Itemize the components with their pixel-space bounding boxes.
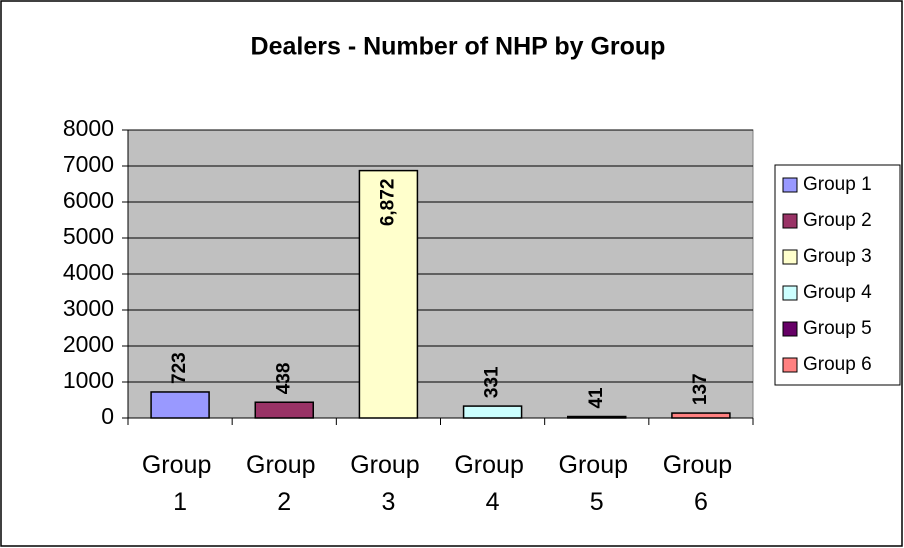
y-tick-label: 4000 xyxy=(63,259,114,285)
legend-label: Group 4 xyxy=(803,282,872,303)
x-tick-label: Group 1 xyxy=(142,451,218,516)
legend-label: Group 6 xyxy=(803,354,872,375)
y-tick-label: 3000 xyxy=(63,295,114,321)
x-tick-label: Group 6 xyxy=(663,451,739,516)
bar xyxy=(150,391,210,419)
y-tick-label: 1000 xyxy=(63,367,114,393)
value-label: 6,872 xyxy=(377,179,398,227)
value-label: 331 xyxy=(482,366,503,398)
legend-swatch xyxy=(782,357,798,373)
legend-swatch xyxy=(782,177,798,193)
bar xyxy=(567,415,627,419)
legend-swatch xyxy=(782,249,798,265)
y-tick-label: 0 xyxy=(101,403,114,429)
value-label: 137 xyxy=(690,373,711,405)
value-label: 723 xyxy=(169,352,190,384)
chart-title: Dealers - Number of NHP by Group xyxy=(251,33,666,61)
bar xyxy=(358,169,419,419)
x-tick-label: Group 2 xyxy=(246,451,322,516)
legend xyxy=(774,164,901,386)
x-tick-label: Group 5 xyxy=(559,451,635,516)
y-tick-label: 2000 xyxy=(63,331,114,357)
bar xyxy=(671,412,731,419)
bar xyxy=(254,401,314,419)
y-tick-label: 7000 xyxy=(63,151,114,177)
y-tick-label: 6000 xyxy=(63,187,114,213)
legend-label: Group 2 xyxy=(803,210,872,231)
value-label: 438 xyxy=(273,363,294,395)
value-label: 41 xyxy=(586,387,607,409)
x-tick-label: Group 4 xyxy=(454,451,530,516)
legend-swatch xyxy=(782,285,798,301)
bar xyxy=(462,405,523,419)
legend-swatch xyxy=(782,213,798,229)
legend-label: Group 3 xyxy=(803,246,872,267)
y-tick-label: 8000 xyxy=(63,115,114,141)
legend-label: Group 5 xyxy=(803,318,872,339)
legend-swatch xyxy=(782,321,798,337)
y-tick-label: 5000 xyxy=(63,223,114,249)
legend-label: Group 1 xyxy=(803,174,872,195)
x-tick-label: Group 3 xyxy=(350,451,426,516)
